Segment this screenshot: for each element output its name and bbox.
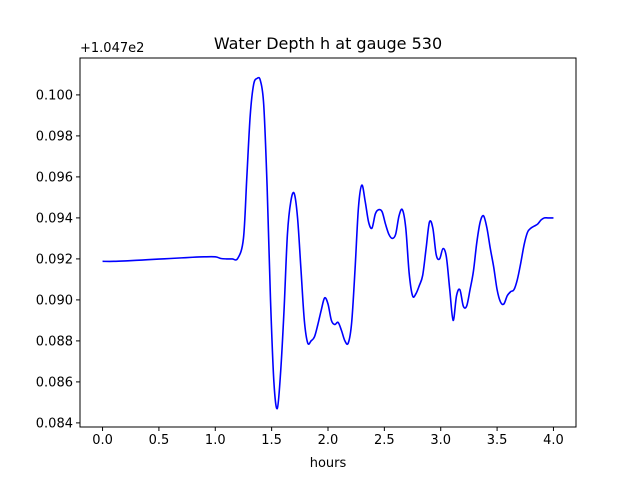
x-axis-label: hours [310, 456, 347, 471]
y-axis-ticks: 0.084 0.086 0.088 0.090 0.092 0.094 0.096 0.098… [36, 88, 80, 431]
y-tick-label: 0.096 [36, 170, 73, 185]
x-tick-label: 2.5 [374, 433, 395, 448]
y-tick-label: 0.088 [36, 334, 73, 349]
y-tick-label: 0.094 [36, 211, 73, 226]
x-tick-label: 0.5 [149, 433, 170, 448]
x-tick-label: 2.0 [318, 433, 339, 448]
x-tick-label: 1.5 [261, 433, 282, 448]
x-tick-label: 3.0 [430, 433, 451, 448]
y-tick-label: 0.090 [36, 293, 73, 308]
y-tick-label: 0.092 [36, 252, 73, 267]
y-tick-label: 0.100 [36, 88, 73, 103]
y-tick-label: 0.086 [36, 375, 73, 390]
x-axis-ticks: 0.0 0.5 1.0 1.5 2.0 2.5 3.0 3.5 4.0 [92, 427, 564, 448]
x-tick-label: 0.0 [92, 433, 113, 448]
plot-frame [79, 57, 577, 428]
x-tick-label: 3.5 [487, 433, 508, 448]
y-tick-label: 0.084 [36, 416, 73, 431]
chart-title: Water Depth h at gauge 530 [214, 34, 442, 53]
x-tick-label: 4.0 [543, 433, 564, 448]
y-tick-label: 0.098 [36, 129, 73, 144]
y-axis-offset-label: +1.047e2 [80, 41, 144, 56]
series-line [102, 76, 554, 410]
plot-area [80, 58, 576, 427]
x-tick-label: 1.0 [205, 433, 226, 448]
